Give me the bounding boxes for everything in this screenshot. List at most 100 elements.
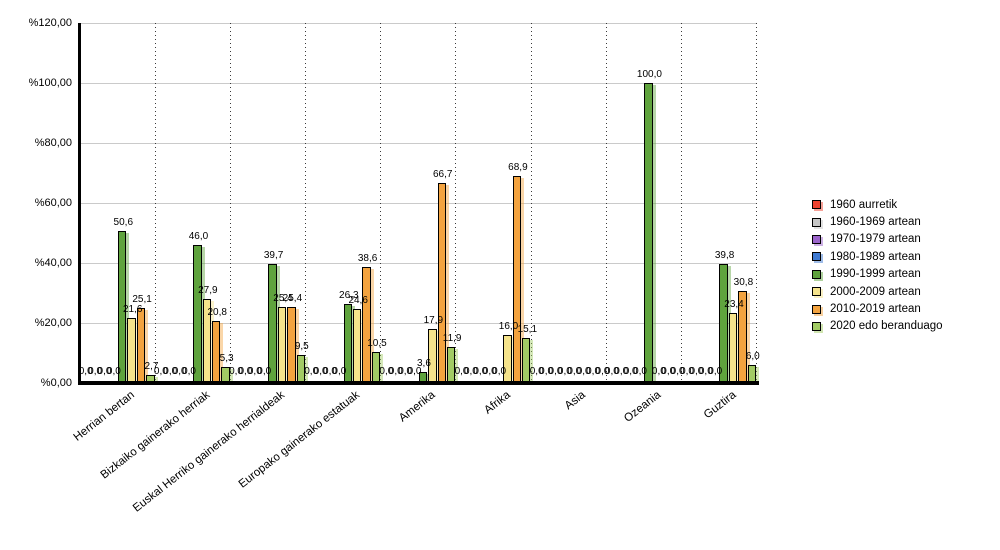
category-separator — [530, 23, 532, 383]
bar — [644, 83, 653, 383]
legend-label: 2020 edo beranduago — [830, 320, 943, 333]
bar-value-label: 0,0 — [304, 366, 319, 377]
bar-value-label: 9,5 — [294, 340, 309, 352]
bar-value-label: 21,6 — [122, 304, 143, 316]
bar-value-label: 39,8 — [714, 249, 735, 261]
gridline-horizontal — [80, 142, 757, 144]
legend-label: 2000-2009 artean — [830, 285, 921, 298]
legend-color-swatch — [812, 252, 821, 262]
bar-value-label: 3,6 — [416, 358, 431, 370]
bar-value-label: 0,0 — [172, 366, 187, 377]
bar — [512, 176, 522, 383]
bar-value-label: 0,0 — [238, 366, 253, 377]
bar-value-label: 0,0 — [539, 366, 554, 377]
x-category-label: Herrian bertan — [71, 389, 137, 444]
gridline-horizontal — [80, 22, 757, 24]
legend-color-swatch — [812, 269, 821, 279]
bar-value-label: 16,0 — [498, 321, 519, 332]
bar-value-label: 0,0 — [708, 366, 723, 377]
bar-value-label: 25,1 — [132, 293, 152, 305]
bar-value-label: 0,0 — [229, 366, 243, 377]
legend-item: 2020 edo beranduago — [812, 318, 943, 335]
bar-value-label: 100,0 — [636, 69, 662, 80]
bar-value-label: 0,0 — [473, 366, 488, 377]
legend-color-swatch — [812, 234, 821, 244]
bar-value-label: 46,0 — [188, 231, 209, 242]
bar-value-label: 0,0 — [463, 366, 478, 377]
bar-value-label: 0,0 — [332, 366, 347, 377]
legend-label: 1960 aurretik — [830, 198, 898, 211]
bar — [362, 267, 371, 383]
bar-value-label: 0,0 — [614, 366, 629, 377]
legend-color-swatch — [812, 217, 821, 227]
bar-value-label: 0,0 — [567, 366, 582, 377]
bar-value-label: 0,0 — [557, 366, 572, 377]
bar-value-label: 0,0 — [586, 366, 601, 377]
bar-value-label: 0,0 — [604, 366, 619, 377]
bar-value-label: 0,0 — [529, 366, 544, 377]
legend-item: 1970-1979 artean — [812, 231, 943, 248]
bar-value-label: 17,9 — [423, 315, 444, 327]
legend-color-swatch — [812, 304, 821, 314]
bar-value-label: 0,0 — [661, 366, 676, 377]
legend-label: 1960-1969 artean — [830, 216, 921, 229]
bar — [193, 245, 202, 383]
bar-value-label: 66,7 — [433, 168, 453, 180]
x-category-label: Asia — [562, 389, 588, 413]
category-separator — [229, 23, 231, 383]
bar-value-label: 0,0 — [313, 366, 328, 377]
bar-value-label: 0,0 — [623, 366, 638, 377]
bar-value-label: 24,6 — [348, 295, 368, 307]
y-axis-tick-label: %40,00 — [34, 256, 72, 269]
category-separator — [455, 23, 457, 383]
bar-value-label: 68,9 — [508, 162, 528, 174]
bar-value-label: 0,0 — [163, 366, 178, 377]
y-axis-tick-label: %0,00 — [40, 376, 72, 389]
bar-value-label: 50,6 — [113, 217, 134, 229]
legend-label: 2010-2019 artean — [830, 303, 921, 316]
bar-value-label: 30,8 — [733, 276, 754, 288]
legend-color-swatch — [812, 321, 821, 331]
bar-value-label: 5,3 — [219, 353, 234, 365]
x-category-label: Afrika — [482, 389, 513, 417]
legend-color-swatch — [812, 200, 821, 210]
x-category-label: Ozeania — [621, 389, 664, 425]
bar — [352, 309, 362, 383]
legend-label: 1970-1979 artean — [830, 233, 921, 246]
bar-value-label: 0,0 — [257, 366, 272, 377]
bar-value-label: 0,0 — [388, 366, 403, 377]
legend: 1960 aurretik 1960-1969 artean 1970-1979 a… — [812, 196, 943, 335]
legend-item: 1960-1969 artean — [812, 213, 943, 230]
bar-value-label: 0,0 — [595, 366, 610, 377]
category-separator — [380, 23, 382, 383]
bar-value-label: 0,0 — [576, 366, 591, 377]
bar — [728, 312, 738, 383]
x-category-label: Europako gainerako estatuak — [237, 389, 363, 491]
y-axis-tick-label: %20,00 — [34, 316, 72, 329]
gridline-horizontal — [80, 82, 757, 84]
bar-value-label: 23,4 — [724, 298, 744, 310]
bar-value-label: 20,8 — [207, 306, 227, 318]
bar-value-label: 2,7 — [144, 360, 159, 372]
bar-value-label: 0,0 — [454, 366, 469, 377]
bar-value-label: 38,6 — [357, 253, 378, 265]
category-separator — [680, 23, 682, 383]
y-axis-tick-label: %120,00 — [28, 16, 72, 29]
x-category-label: Guztira — [701, 389, 739, 422]
bar-value-label: 0,0 — [323, 366, 337, 377]
category-separator — [605, 23, 607, 383]
category-separator — [154, 23, 156, 383]
bar-value-label: 0,0 — [247, 366, 262, 377]
bar-value-label: 0,0 — [398, 366, 413, 377]
bar-value-label: 11,9 — [442, 333, 462, 345]
bar-value-label: 0,0 — [651, 366, 666, 377]
y-axis-line — [77, 23, 81, 384]
x-category-label: Amerika — [397, 389, 438, 425]
bar-value-label: 25,4 — [282, 292, 303, 304]
legend-label: 1990-1999 artean — [830, 268, 921, 281]
legend-item: 1960 aurretik — [812, 196, 943, 213]
bar-value-label: 0,0 — [407, 366, 422, 377]
legend-label: 1980-1989 artean — [830, 250, 921, 263]
bar-value-label: 0,0 — [689, 366, 704, 377]
